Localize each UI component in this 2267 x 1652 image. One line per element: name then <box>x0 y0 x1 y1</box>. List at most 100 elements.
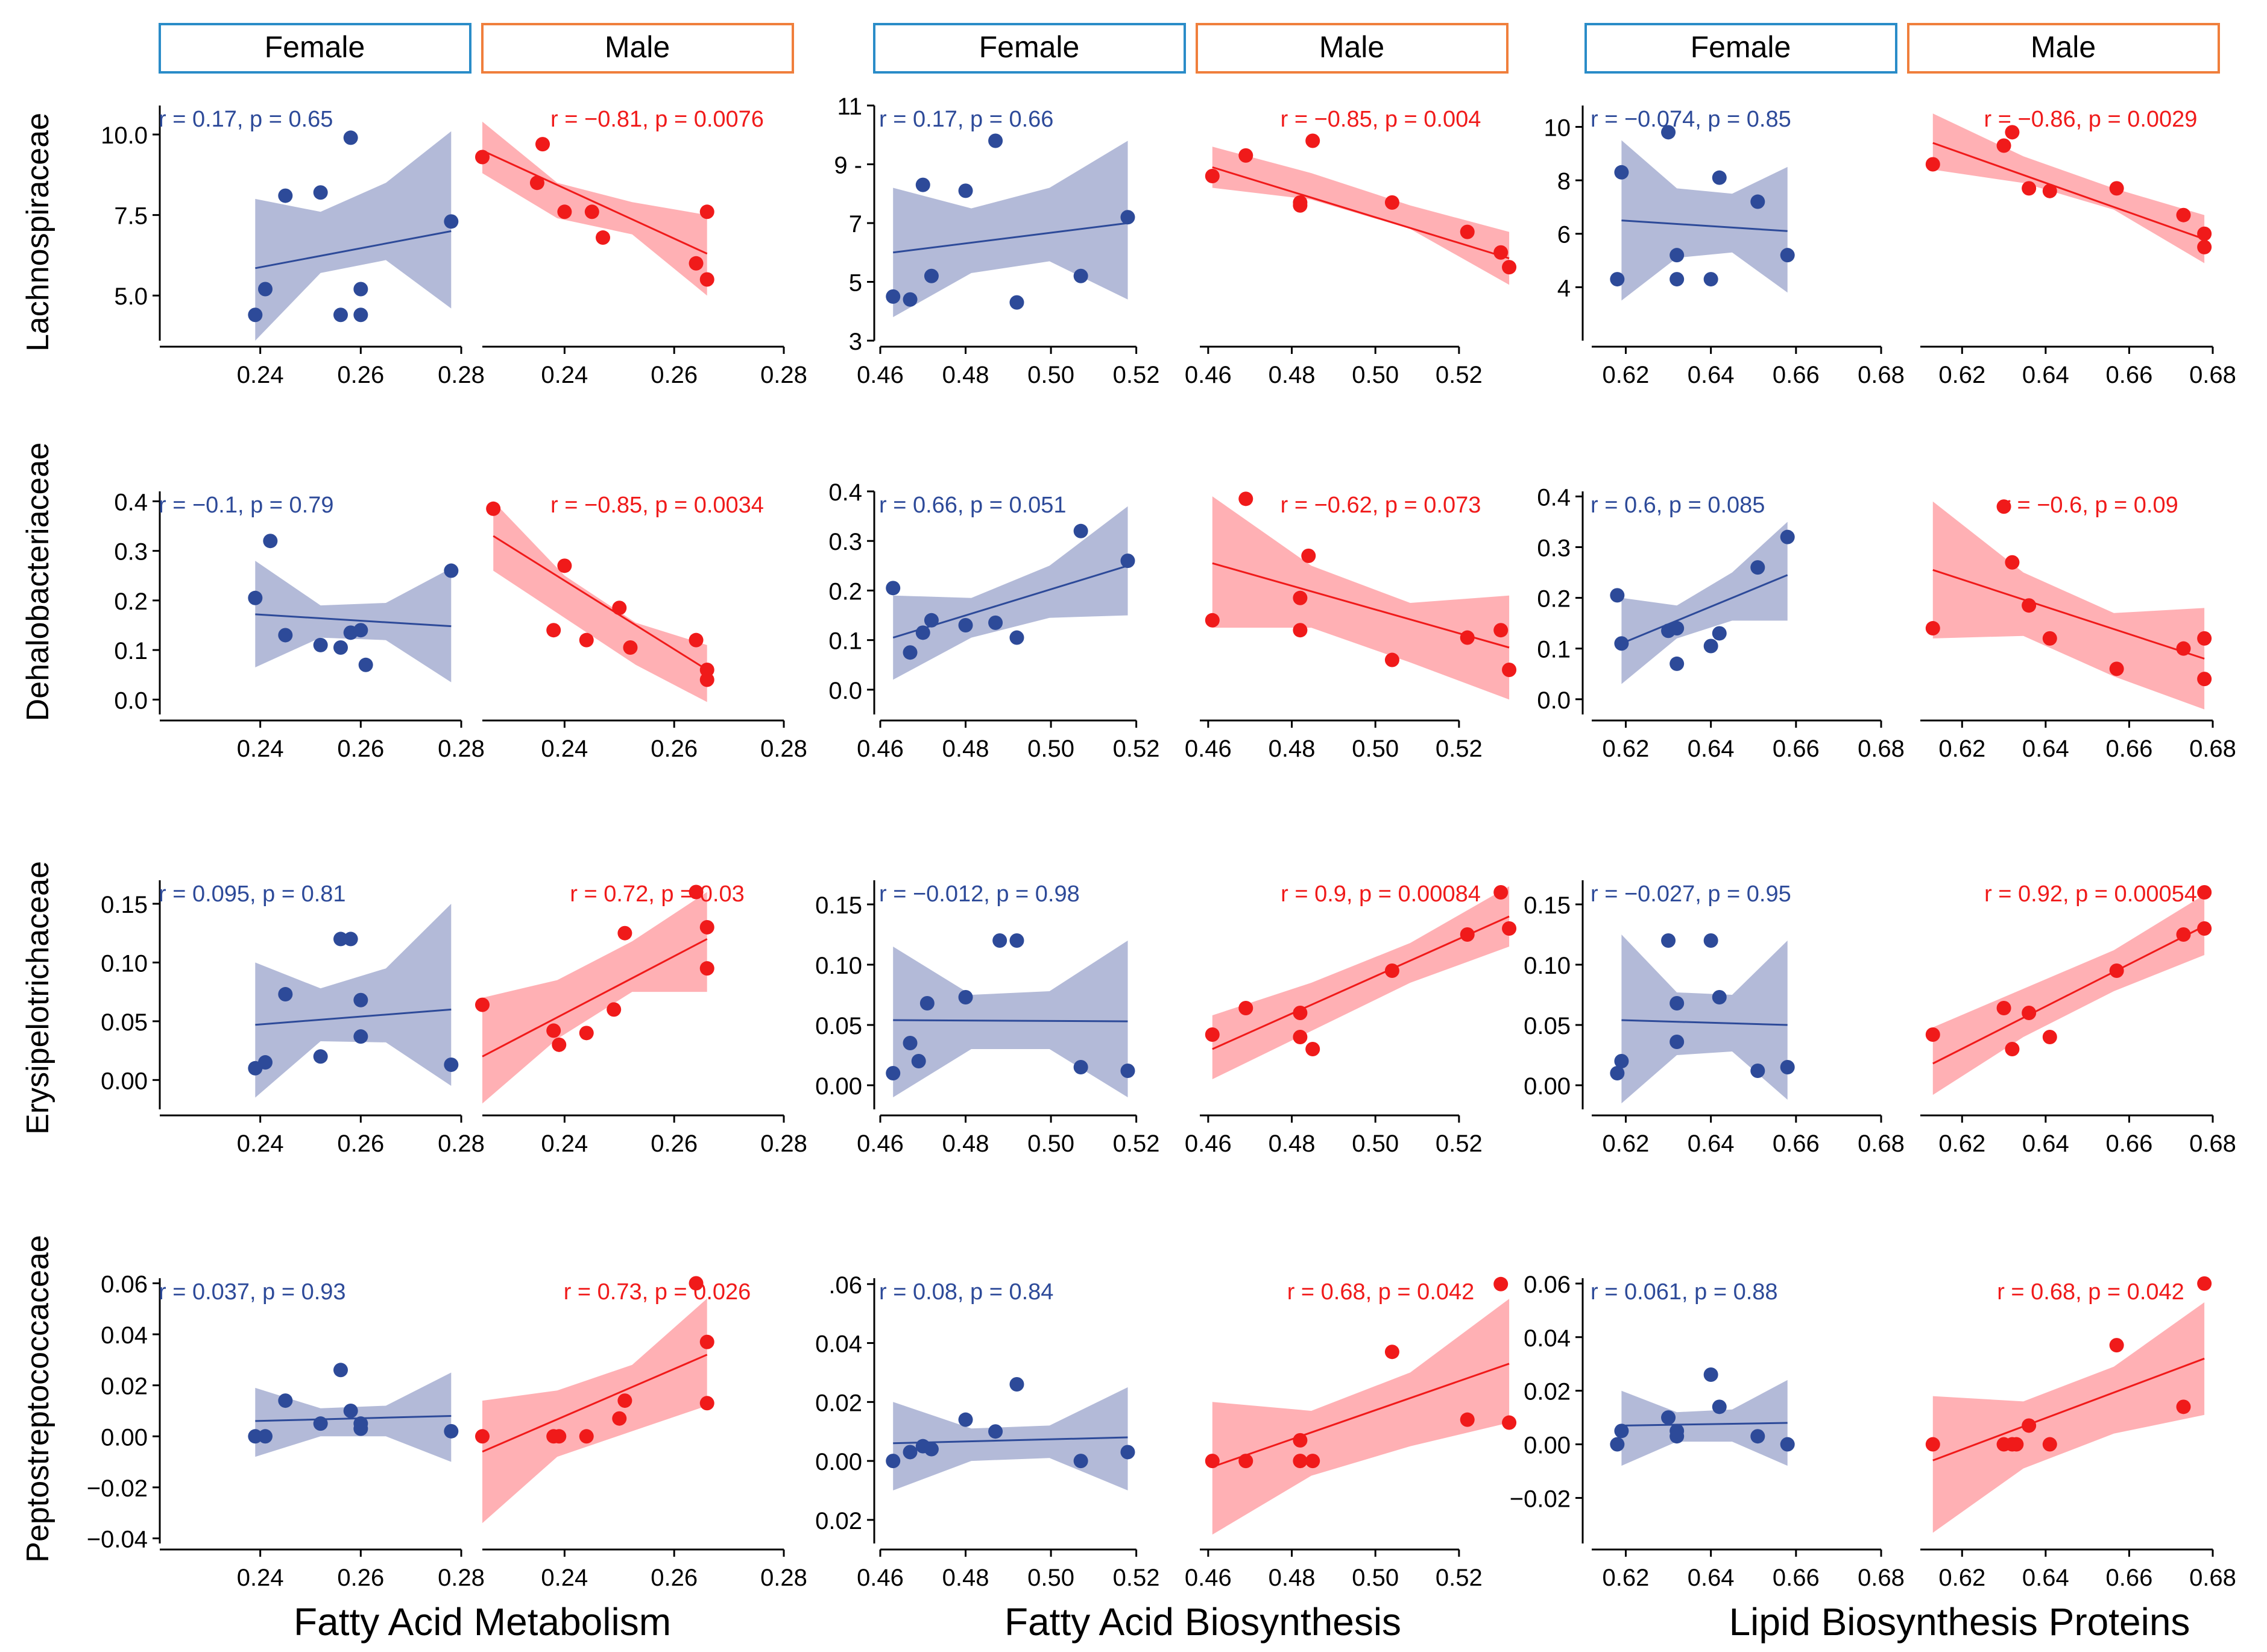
y-tick-label: 9 - <box>834 153 862 179</box>
female-stat-annotation: r = −0.027, p = 0.95 <box>1591 881 1791 907</box>
x-tick-label: 0.62 <box>1603 1130 1650 1157</box>
x-tick-label: 0.66 <box>2105 1130 2152 1157</box>
female-data-point <box>1780 1437 1795 1452</box>
male-data-point <box>2005 125 2020 140</box>
x-tick-label: 0.64 <box>1688 362 1735 388</box>
male-data-point <box>1384 1345 1399 1360</box>
male-data-point <box>2176 1399 2191 1414</box>
x-tick-label: 0.50 <box>1027 736 1074 762</box>
x-tick-label: 0.64 <box>1688 1130 1735 1157</box>
female-data-point <box>1614 1054 1629 1068</box>
female-subplot: 0.24 0.26 0.28 r = −0.1, p = 0.79 <box>159 493 485 762</box>
y-tick-label: 0.02 <box>815 1390 862 1416</box>
male-data-point <box>1205 169 1220 183</box>
male-data-point <box>596 230 610 245</box>
male-data-point <box>557 204 572 219</box>
male-stat-annotation: r = 0.73, p = 0.026 <box>564 1279 751 1305</box>
female-stat-annotation: r = 0.08, p = 0.84 <box>879 1279 1053 1305</box>
x-tick-label: 0.24 <box>541 1130 588 1157</box>
x-tick-label: 0.48 <box>942 1130 989 1157</box>
male-data-point <box>617 1393 632 1408</box>
female-data-point <box>1670 1035 1685 1049</box>
female-confidence-band <box>255 561 452 683</box>
x-tick-label: 0.62 <box>1603 736 1650 762</box>
male-subplot: 0.62 0.64 0.66 0.68 r = 0.92, p = 0.00054 <box>1920 881 2236 1157</box>
male-data-point <box>699 663 714 677</box>
male-data-point <box>557 558 572 573</box>
female-data-point <box>248 1429 263 1444</box>
female-header-label: Female <box>979 30 1080 64</box>
x-tick-label: 0.52 <box>1436 1565 1483 1591</box>
male-data-point <box>689 884 704 900</box>
female-data-point <box>343 932 358 947</box>
female-data-point <box>444 1423 459 1439</box>
male-header-label: Male <box>2031 30 2096 64</box>
x-tick-label: 0.26 <box>651 1130 698 1157</box>
x-tick-label: 0.50 <box>1352 1565 1399 1591</box>
y-tick-label: 10.0 <box>101 122 148 149</box>
male-data-point <box>2022 1006 2037 1020</box>
x-tick-label: 0.26 <box>337 1565 384 1591</box>
male-confidence-band <box>1932 1302 2205 1533</box>
female-stat-annotation: r = 0.095, p = 0.81 <box>159 881 346 907</box>
x-tick-label: 0.24 <box>237 1130 284 1157</box>
female-data-point <box>886 1454 901 1469</box>
female-data-point <box>313 1049 328 1064</box>
male-data-point <box>552 1429 567 1444</box>
female-data-point <box>1120 1445 1135 1460</box>
male-stat-annotation: r = −0.85, p = 0.004 <box>1281 107 1481 132</box>
female-data-point <box>258 1429 273 1444</box>
female-data-point <box>915 177 930 192</box>
y-tick-label: 8 <box>1557 168 1571 195</box>
x-tick-label: 0.26 <box>337 1130 384 1157</box>
x-tick-label: 0.52 <box>1113 736 1160 762</box>
female-data-point <box>915 625 930 640</box>
female-data-point <box>1120 210 1135 225</box>
female-data-point <box>353 1416 368 1431</box>
female-data-point <box>343 130 358 145</box>
female-data-point <box>1750 194 1765 209</box>
y-tick-label: 5 <box>849 270 862 297</box>
male-data-point <box>2005 1042 2020 1056</box>
panel-erysipelotrichaceae-3: 0.15 0.10 0.05 0.00 0.62 0.64 0.66 0.68 r = −0.0… <box>1524 880 2236 1157</box>
male-data-point <box>689 256 704 271</box>
male-data-point <box>2022 598 2037 613</box>
male-data-point <box>1493 885 1509 900</box>
x-tick-label: 0.68 <box>1858 362 1905 388</box>
male-data-point <box>1305 1042 1320 1056</box>
male-fit-line <box>493 535 708 671</box>
female-data-point <box>903 1036 918 1050</box>
panel-lachnospiraceae-3: 10 8 6 4 0.62 0.64 0.66 0.68 r = −0.074, p = 0.8… <box>1544 106 2236 388</box>
female-data-point <box>1614 1423 1629 1439</box>
x-tick-label: 0.24 <box>237 736 284 762</box>
female-data-point <box>248 307 263 323</box>
x-tick-label: 0.68 <box>2189 736 2236 762</box>
x-tick-label: 0.66 <box>1773 1130 1820 1157</box>
female-data-point <box>992 933 1007 948</box>
x-tick-label: 0.48 <box>1269 736 1316 762</box>
female-data-point <box>333 307 348 323</box>
male-data-point <box>689 1276 704 1291</box>
female-data-point <box>1610 272 1625 287</box>
male-data-point <box>612 1411 627 1426</box>
x-tick-label: 0.66 <box>2105 1565 2152 1591</box>
y-tick-label: 0.04 <box>1524 1325 1571 1352</box>
x-tick-label: 0.50 <box>1352 362 1399 388</box>
male-stat-annotation: r = −0.85, p = 0.0034 <box>550 493 764 518</box>
female-fit-line <box>893 222 1128 254</box>
male-data-point <box>2042 1030 2057 1044</box>
y-tick-label: 0.02 <box>101 1373 148 1400</box>
female-data-point <box>248 590 263 605</box>
female-data-point <box>958 183 973 198</box>
female-data-point <box>1610 1066 1625 1080</box>
panel-peptostreptococcaceae-1: 0.06 0.04 0.02 0.00 −0.02 −0.04 0.24 0.26 0.28 r … <box>87 1271 807 1591</box>
female-data-point <box>1780 1060 1795 1074</box>
y-tick-label: 0.1 <box>828 628 862 655</box>
panel-lachnospiraceae-2: 11 9 - 7 5 3 0.46 0.48 0.50 0.52 r = 0.17, p = 0.… <box>834 93 1517 388</box>
male-data-point <box>1293 1006 1308 1020</box>
panel-peptostreptococcaceae-2: .06 0.04 0.02 0.00 0.02 0.46 0.48 0.50 0.52 r = 0… <box>815 1272 1517 1591</box>
x-tick-label: 0.68 <box>2189 1565 2236 1591</box>
male-subplot: 0.46 0.48 0.50 0.52 r = 0.68, p = 0.042 <box>1185 1276 1517 1591</box>
male-subplot: 0.24 0.26 0.28 r = −0.85, p = 0.0034 <box>482 493 807 762</box>
